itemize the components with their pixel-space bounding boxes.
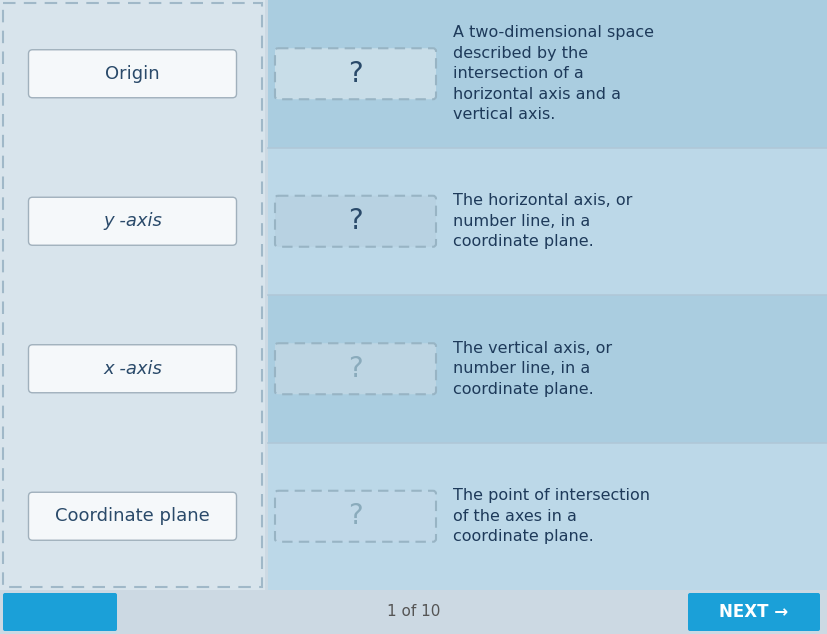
- FancyBboxPatch shape: [275, 491, 436, 541]
- FancyBboxPatch shape: [3, 593, 117, 631]
- Bar: [268, 443, 827, 590]
- Text: ?: ?: [347, 355, 362, 383]
- FancyBboxPatch shape: [28, 49, 237, 98]
- FancyBboxPatch shape: [275, 343, 436, 394]
- Bar: [0, 590, 827, 634]
- Bar: [0, 0, 265, 590]
- Text: ?: ?: [347, 60, 362, 87]
- Text: x -axis: x -axis: [103, 359, 162, 378]
- Text: The horizontal axis, or
number line, in a
coordinate plane.: The horizontal axis, or number line, in …: [452, 193, 632, 249]
- Text: The vertical axis, or
number line, in a
coordinate plane.: The vertical axis, or number line, in a …: [452, 341, 611, 397]
- FancyBboxPatch shape: [28, 492, 237, 540]
- Text: ?: ?: [347, 207, 362, 235]
- Text: NEXT →: NEXT →: [719, 603, 787, 621]
- FancyBboxPatch shape: [687, 593, 819, 631]
- Text: The point of intersection
of the axes in a
coordinate plane.: The point of intersection of the axes in…: [452, 488, 649, 544]
- Text: 1 of 10: 1 of 10: [387, 604, 440, 619]
- FancyBboxPatch shape: [28, 197, 237, 245]
- Bar: [268, 0, 827, 148]
- FancyBboxPatch shape: [28, 345, 237, 392]
- Bar: [268, 295, 827, 443]
- Bar: [3, 3, 261, 587]
- Text: A two-dimensional space
described by the
intersection of a
horizontal axis and a: A two-dimensional space described by the…: [452, 25, 653, 122]
- Text: Coordinate plane: Coordinate plane: [55, 507, 209, 525]
- FancyBboxPatch shape: [275, 48, 436, 100]
- Text: ?: ?: [347, 502, 362, 530]
- FancyBboxPatch shape: [275, 196, 436, 247]
- Text: Origin: Origin: [105, 65, 160, 83]
- Bar: [268, 148, 827, 295]
- Text: y -axis: y -axis: [103, 212, 162, 230]
